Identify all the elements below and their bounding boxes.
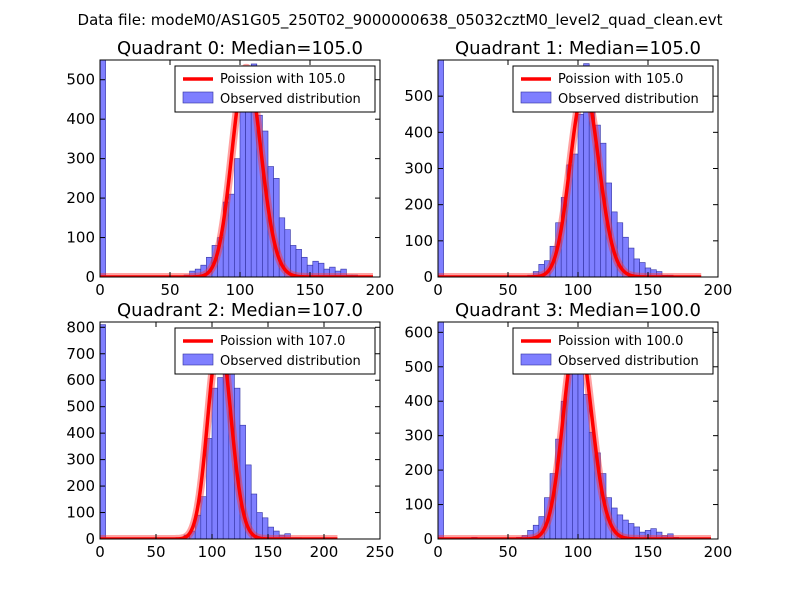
legend-label-poisson: Poission with 105.0	[220, 72, 345, 87]
x-tick-label: 100	[564, 543, 593, 561]
legend-bar-swatch	[182, 91, 214, 104]
x-tick-label: 100	[226, 281, 255, 299]
x-tick-label: 0	[433, 281, 443, 299]
x-tick-label: 0	[95, 543, 105, 561]
x-tick-label: 250	[366, 543, 395, 561]
legend: Poission with 105.0 Observed distribution	[512, 65, 714, 113]
y-tick-label: 800	[66, 318, 95, 336]
panel-title: Quadrant 2: Median=107.0	[117, 300, 363, 321]
x-tick-label: 50	[498, 281, 517, 299]
histogram-bar	[239, 107, 246, 277]
y-tick-label: 200	[66, 477, 95, 495]
legend: Poission with 100.0 Observed distribution	[512, 327, 714, 375]
legend-label-observed: Observed distribution	[558, 354, 699, 369]
legend-label-poisson: Poission with 100.0	[558, 334, 683, 349]
panel-title: Quadrant 3: Median=100.0	[455, 300, 701, 321]
y-tick-label: 700	[66, 345, 95, 363]
y-tick-label: 100	[66, 504, 95, 522]
histogram-bar	[340, 268, 347, 277]
legend-label-observed: Observed distribution	[220, 92, 361, 107]
x-tick-label: 200	[366, 281, 395, 299]
legend: Poission with 105.0 Observed distribution	[174, 65, 376, 113]
legend-box	[512, 65, 714, 113]
histogram-bar	[100, 60, 106, 277]
x-tick-label: 50	[146, 543, 165, 561]
x-tick-label: 200	[704, 543, 733, 561]
y-tick-label: 300	[404, 160, 433, 178]
y-tick-label: 300	[66, 451, 95, 469]
y-tick-label: 0	[423, 268, 433, 286]
x-tick-label: 0	[95, 281, 105, 299]
legend-box	[174, 327, 376, 375]
x-tick-label: 0	[433, 543, 443, 561]
histogram-bar	[656, 271, 663, 277]
legend-box	[512, 327, 714, 375]
quadrant-0-panel: 0 50 100 150 200 0 100 200 300 400 500 Quadrant 0: …	[66, 38, 394, 299]
quadrant-2-panel: 0 50 100 150 200 250 0 100 200 300 400 500 600 700 800…	[66, 300, 394, 561]
y-tick-label: 300	[66, 150, 95, 168]
histogram-bar	[577, 113, 584, 277]
figure-title: Data file: modeM0/AS1G05_250T02_90000006…	[78, 11, 723, 30]
panel-title: Quadrant 1: Median=105.0	[455, 38, 701, 59]
plot-area	[438, 60, 704, 277]
legend: Poission with 107.0 Observed distribution	[174, 327, 376, 375]
x-tick-label: 50	[498, 543, 517, 561]
y-tick-label: 300	[404, 427, 433, 445]
x-tick-label: 100	[198, 543, 227, 561]
histogram-bar	[100, 324, 106, 539]
x-tick-label: 100	[564, 281, 593, 299]
y-tick-label: 500	[404, 358, 433, 376]
legend-box	[174, 65, 376, 113]
histogram-bar	[572, 153, 579, 277]
y-tick-label: 200	[66, 189, 95, 207]
y-tick-label: 100	[404, 232, 433, 250]
legend-label-observed: Observed distribution	[220, 354, 361, 369]
y-tick-label: 500	[404, 87, 433, 105]
x-tick-label: 200	[310, 543, 339, 561]
histogram-bar	[217, 377, 224, 539]
y-tick-label: 400	[66, 424, 95, 442]
histogram-bar	[438, 322, 444, 539]
histogram-bar	[284, 533, 291, 539]
y-tick-label: 400	[404, 392, 433, 410]
y-tick-label: 500	[66, 398, 95, 416]
y-tick-label: 200	[404, 461, 433, 479]
legend-bar-swatch	[520, 353, 552, 366]
axes-frame	[99, 321, 381, 540]
histogram-bar	[234, 158, 241, 277]
x-tick-label: 150	[634, 281, 663, 299]
x-tick-label: 200	[704, 281, 733, 299]
legend-label-poisson: Poission with 107.0	[220, 334, 345, 349]
y-tick-label: 200	[404, 196, 433, 214]
legend-label-observed: Observed distribution	[558, 92, 699, 107]
y-tick-label: 100	[404, 496, 433, 514]
y-tick-label: 0	[85, 268, 95, 286]
x-tick-label: 150	[254, 543, 283, 561]
histogram-bar	[211, 387, 218, 539]
y-tick-label: 400	[404, 123, 433, 141]
histogram-bar	[577, 345, 584, 539]
legend-bar-swatch	[182, 353, 214, 366]
y-tick-label: 400	[66, 110, 95, 128]
poisson-curve	[438, 87, 702, 277]
y-tick-label: 600	[66, 371, 95, 389]
y-tick-label: 600	[404, 323, 433, 341]
x-tick-label: 50	[160, 281, 179, 299]
panel-title: Quadrant 0: Median=105.0	[117, 38, 363, 59]
y-tick-label: 100	[66, 229, 95, 247]
legend-label-poisson: Poission with 105.0	[558, 72, 683, 87]
legend-bar-swatch	[520, 91, 552, 104]
x-tick-label: 150	[296, 281, 325, 299]
y-tick-label: 0	[85, 530, 95, 548]
y-tick-label: 500	[66, 71, 95, 89]
x-tick-label: 150	[634, 543, 663, 561]
quadrant-1-panel: 0 50 100 150 200 0 100 200 300 400 500 Quadrant 1: …	[404, 38, 732, 299]
y-tick-label: 0	[423, 530, 433, 548]
quadrant-3-panel: 0 50 100 150 200 0 100 200 300 400 500 600 Quadrant …	[404, 300, 732, 561]
